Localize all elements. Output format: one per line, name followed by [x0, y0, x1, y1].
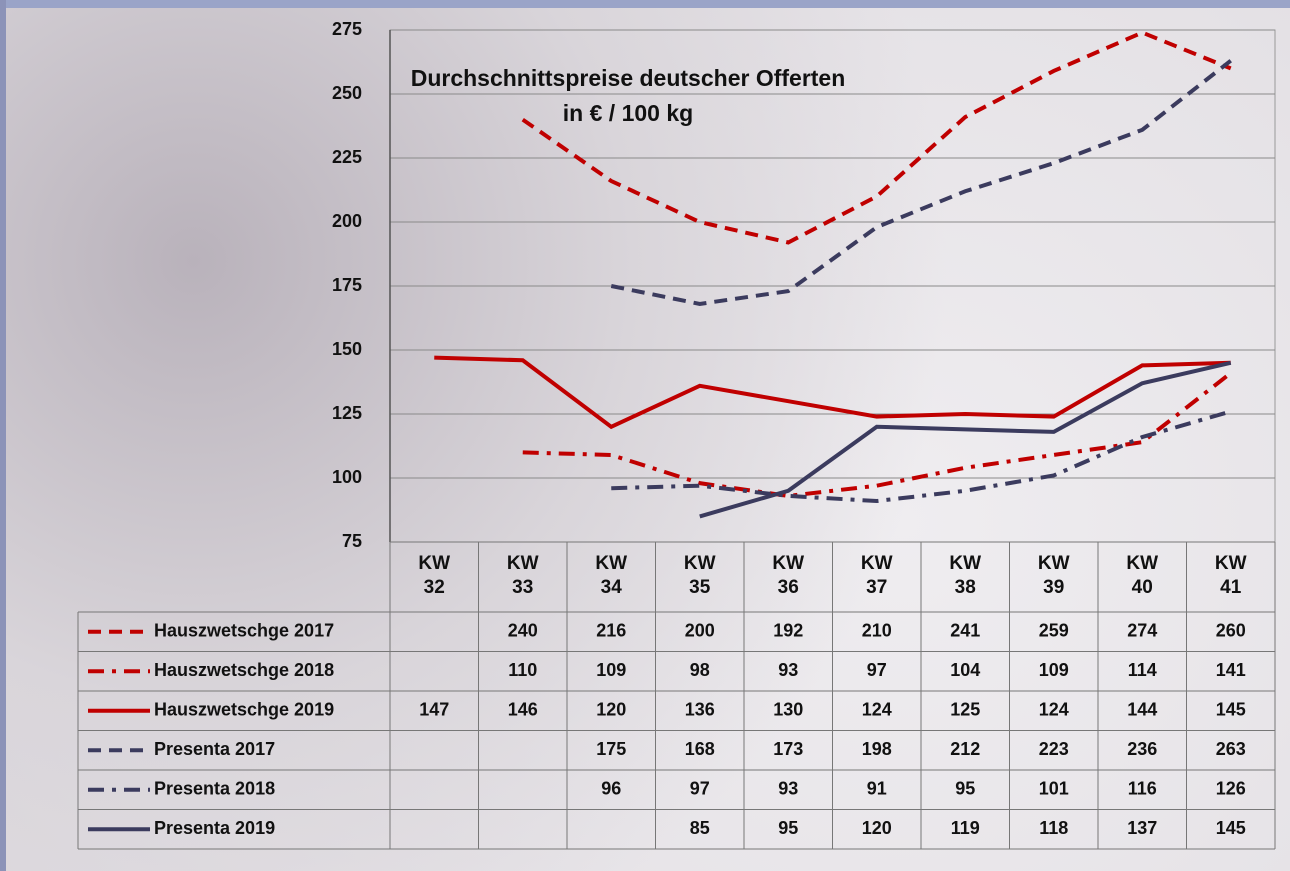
x-tick-label: KW 38 [949, 553, 982, 598]
table-value: 104 [950, 660, 980, 680]
series-line [434, 355, 1231, 430]
y-tick-label: 75 [342, 531, 362, 551]
legend-label: Hauszwetschge 2018 [154, 660, 334, 680]
y-tick-label: 200 [332, 211, 362, 231]
table-value: 95 [778, 818, 798, 838]
table-value: 146 [508, 700, 538, 720]
table-value: 93 [778, 779, 798, 799]
series-line [521, 30, 1232, 245]
table-value: 95 [955, 779, 975, 799]
chart-title: Durchschnittspreise deutscher Offerten [411, 65, 846, 91]
table-value: 120 [862, 818, 892, 838]
table-value: 212 [950, 739, 980, 759]
table-value: 223 [1039, 739, 1069, 759]
table-value: 130 [773, 700, 803, 720]
table-value: 120 [596, 700, 626, 720]
table-value: 144 [1127, 700, 1157, 720]
table-value: 145 [1216, 700, 1246, 720]
table-value: 114 [1128, 660, 1157, 680]
table-value: 145 [1216, 818, 1246, 838]
x-tick-label: KW 32 [418, 553, 451, 598]
table-value: 198 [862, 739, 892, 759]
table-value: 260 [1216, 621, 1246, 641]
y-tick-label: 225 [332, 147, 362, 167]
series-line [610, 59, 1232, 306]
legend-label: Hauszwetschge 2017 [154, 621, 334, 641]
x-tick-label: KW 33 [506, 553, 539, 598]
table-value: 147 [419, 700, 449, 720]
table-value: 124 [1039, 700, 1069, 720]
x-tick-label: KW 36 [772, 553, 805, 598]
table-value: 93 [778, 660, 798, 680]
legend-label: Presenta 2019 [154, 818, 275, 838]
table-value: 259 [1039, 621, 1069, 641]
table-value: 109 [596, 660, 626, 680]
table-value: 200 [685, 621, 715, 641]
table-value: 136 [685, 700, 715, 720]
table-value: 126 [1216, 779, 1246, 799]
table-value: 110 [508, 660, 537, 680]
table-value: 241 [950, 621, 980, 641]
table-value: 97 [867, 660, 887, 680]
table-value: 263 [1216, 739, 1246, 759]
series-line [522, 371, 1232, 498]
table-value: 118 [1039, 818, 1068, 838]
y-tick-label: 125 [332, 403, 362, 423]
table-value: 236 [1127, 739, 1157, 759]
x-tick-label: KW 40 [1126, 553, 1159, 598]
table-value: 173 [773, 739, 803, 759]
table-value: 91 [867, 779, 887, 799]
x-tick-label: KW 37 [860, 553, 893, 598]
y-tick-label: 175 [332, 275, 362, 295]
table-value: 109 [1039, 660, 1069, 680]
y-tick-label: 250 [332, 83, 362, 103]
series-line [611, 409, 1232, 504]
table-value: 137 [1127, 818, 1157, 838]
left-edge [0, 0, 6, 871]
table-value: 97 [690, 779, 710, 799]
table-value: 175 [596, 739, 626, 759]
table-value: 125 [950, 700, 980, 720]
table-value: 98 [690, 660, 710, 680]
x-tick-label: KW 41 [1214, 553, 1247, 598]
x-tick-label: KW 34 [595, 553, 628, 598]
series-line [699, 360, 1232, 519]
table-value: 85 [690, 818, 710, 838]
x-tick-label: KW 39 [1037, 553, 1070, 598]
table-value: 101 [1039, 779, 1069, 799]
table-value: 96 [601, 779, 621, 799]
table-value: 116 [1128, 779, 1157, 799]
table-value: 216 [596, 621, 626, 641]
y-tick-label: 100 [332, 467, 362, 487]
chart-subtitle: in € / 100 kg [563, 100, 693, 126]
y-tick-label: 275 [332, 19, 362, 39]
legend-label: Presenta 2017 [154, 739, 275, 759]
y-tick-label: 150 [332, 339, 362, 359]
table-value: 240 [508, 621, 538, 641]
table-value: 124 [862, 700, 892, 720]
table-value: 168 [685, 739, 715, 759]
table-value: 119 [951, 818, 980, 838]
top-edge [0, 0, 1290, 8]
table-value: 274 [1127, 621, 1157, 641]
table-value: 210 [862, 621, 892, 641]
table-value: 192 [773, 621, 803, 641]
table-value: 141 [1216, 660, 1246, 680]
x-tick-label: KW 35 [683, 553, 716, 598]
legend-label: Presenta 2018 [154, 779, 275, 799]
legend-label: Hauszwetschge 2019 [154, 700, 334, 720]
